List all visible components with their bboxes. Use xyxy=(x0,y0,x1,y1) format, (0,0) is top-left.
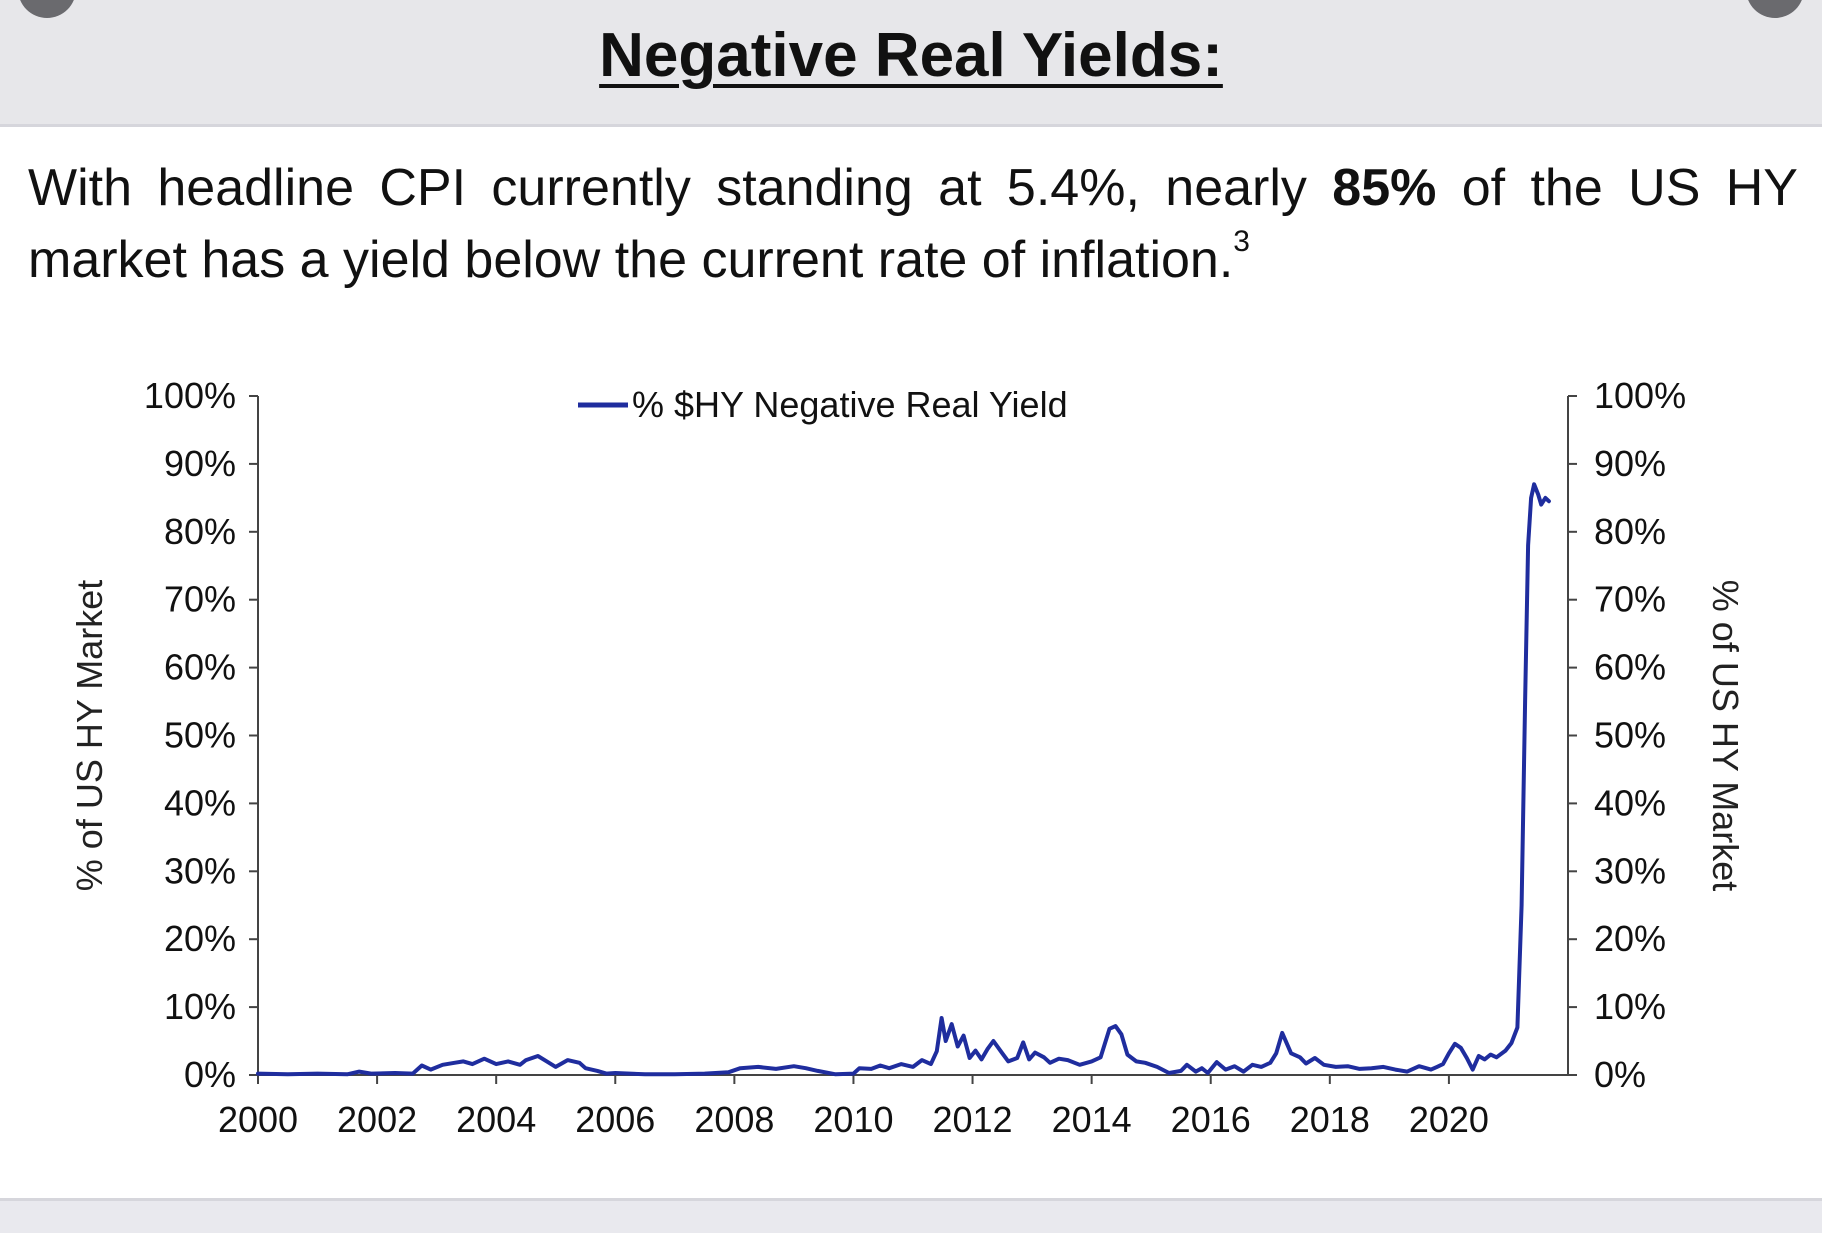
x-tick-label: 2004 xyxy=(456,1099,536,1140)
subtitle-part-2: of the US HY market has a yield below th… xyxy=(28,159,1798,289)
y-tick-label-left: 100% xyxy=(144,375,236,416)
x-tick-label: 2006 xyxy=(575,1099,655,1140)
subtitle-bold-value: 85% xyxy=(1332,159,1437,217)
y-tick-label-right: 70% xyxy=(1594,579,1666,620)
y-tick-label-left: 20% xyxy=(164,918,236,959)
y-tick-label-left: 50% xyxy=(164,715,236,756)
x-tick-label: 2014 xyxy=(1052,1099,1132,1140)
y-tick-label-right: 0% xyxy=(1594,1054,1646,1095)
subtitle-text: With headline CPI currently standing at … xyxy=(28,152,1798,296)
x-tick-label: 2016 xyxy=(1171,1099,1251,1140)
x-tick-label: 2020 xyxy=(1409,1099,1489,1140)
page-title: Negative Real Yields: xyxy=(599,21,1223,90)
y-tick-label-left: 70% xyxy=(164,579,236,620)
y-tick-label-right: 60% xyxy=(1594,647,1666,688)
x-tick-label: 2018 xyxy=(1290,1099,1370,1140)
y-tick-label-right: 30% xyxy=(1594,850,1666,891)
footer-band xyxy=(0,1198,1822,1233)
y-axis-title-right: % of US HY Market xyxy=(1705,580,1746,891)
header-band: Negative Real Yields: xyxy=(0,0,1822,127)
y-tick-label-right: 20% xyxy=(1594,918,1666,959)
footnote-marker: 3 xyxy=(1233,225,1250,258)
x-tick-label: 2010 xyxy=(813,1099,893,1140)
window-corner-right xyxy=(1746,0,1804,18)
y-axis-title-left: % of US HY Market xyxy=(69,580,110,891)
y-tick-label-right: 10% xyxy=(1594,986,1666,1027)
y-tick-label-left: 30% xyxy=(164,850,236,891)
legend-label: % $HY Negative Real Yield xyxy=(632,384,1068,425)
y-tick-label-right: 100% xyxy=(1594,375,1686,416)
y-tick-label-left: 10% xyxy=(164,986,236,1027)
x-tick-label: 2000 xyxy=(218,1099,298,1140)
y-tick-label-right: 40% xyxy=(1594,782,1666,823)
x-tick-label: 2012 xyxy=(932,1099,1012,1140)
y-tick-label-right: 50% xyxy=(1594,715,1666,756)
y-tick-label-left: 80% xyxy=(164,511,236,552)
series-line-negative-real-yield xyxy=(256,482,1551,1077)
y-tick-label-right: 90% xyxy=(1594,443,1666,484)
y-tick-label-left: 0% xyxy=(184,1054,236,1095)
x-tick-label: 2002 xyxy=(337,1099,417,1140)
y-tick-label-left: 40% xyxy=(164,782,236,823)
window-corner-left xyxy=(18,0,76,18)
y-tick-label-left: 60% xyxy=(164,647,236,688)
x-tick-label: 2008 xyxy=(694,1099,774,1140)
subtitle-part-1: With headline CPI currently standing at … xyxy=(28,159,1333,217)
y-tick-label-right: 80% xyxy=(1594,511,1666,552)
chart: 0% 0% 10% 10% 20% 20% 30% 30% 40% 40% 50% 50% 60% 60%… xyxy=(69,375,1746,1140)
y-tick-label-left: 90% xyxy=(164,443,236,484)
